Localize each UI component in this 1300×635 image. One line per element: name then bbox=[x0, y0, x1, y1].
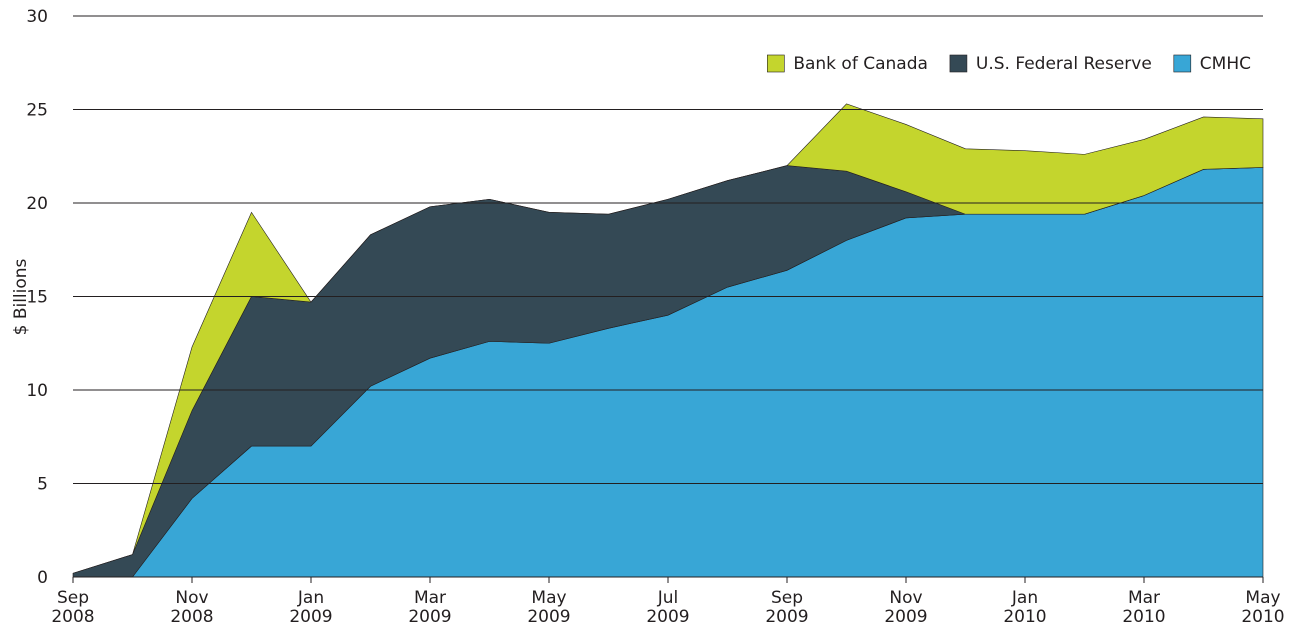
x-tick-label: Nov 2009 bbox=[884, 588, 927, 627]
areas bbox=[72, 103, 1264, 578]
y-tick-label: 25 bbox=[26, 101, 48, 121]
legend: CMHC U.S. Federal Reserve Bank of Canada bbox=[767, 54, 1251, 74]
legend-swatch bbox=[767, 54, 785, 73]
legend-label: Bank of Canada bbox=[793, 54, 928, 74]
y-tick-label: 5 bbox=[37, 475, 48, 495]
x-tick-label: Jan 2010 bbox=[1003, 588, 1046, 627]
legend-swatch bbox=[949, 54, 968, 73]
x-tick-label: Jan 2009 bbox=[289, 588, 332, 627]
y-tick-label: 20 bbox=[26, 194, 48, 214]
x-tick-label: Sep 2008 bbox=[51, 588, 94, 627]
x-tick-label: May 2010 bbox=[1241, 588, 1284, 627]
area bbox=[72, 103, 1264, 574]
x-tick-label: Nov 2008 bbox=[170, 588, 213, 627]
x-tick-label: Mar 2010 bbox=[1122, 588, 1165, 627]
x-tick-label: Mar 2009 bbox=[408, 588, 451, 627]
y-tick-label: 15 bbox=[26, 288, 48, 308]
legend-swatch bbox=[1173, 54, 1192, 73]
x-tick-label: Jul 2009 bbox=[646, 588, 689, 627]
y-axis-label: $ Billions bbox=[11, 258, 31, 335]
x-tick-label: May 2009 bbox=[527, 588, 570, 627]
legend-label: U.S. Federal Reserve bbox=[976, 54, 1152, 74]
legend-label: CMHC bbox=[1200, 54, 1251, 74]
y-tick-label: 0 bbox=[37, 568, 48, 588]
x-tick-label: Sep 2009 bbox=[765, 588, 808, 627]
y-tick-label: 10 bbox=[26, 381, 48, 401]
y-tick-label: 30 bbox=[26, 7, 48, 27]
